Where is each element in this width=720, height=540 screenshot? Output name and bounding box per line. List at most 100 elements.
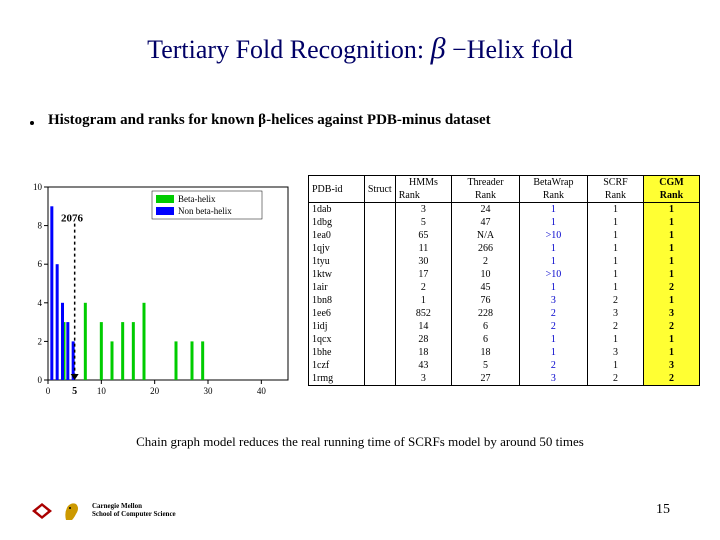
th-sub-4: Rank [519, 189, 587, 203]
cell: 2 [395, 281, 451, 294]
table-row: 1qcx286111 [309, 333, 700, 346]
cell: 1ee6 [309, 307, 365, 320]
table-row: 1czf435213 [309, 359, 700, 372]
footer-text: Carnegie Mellon School of Computer Scien… [92, 503, 176, 518]
cell: 3 [643, 307, 699, 320]
svg-text:2: 2 [38, 336, 43, 346]
table-row: 1bn8176321 [309, 294, 700, 307]
rank-table-wrap: PDB-idStructHMMsThreaderBetaWrapSCRFCGMR… [308, 175, 700, 405]
cell: 1 [587, 281, 643, 294]
cell: N/A [452, 229, 520, 242]
cell: >10 [519, 268, 587, 281]
th-3: Threader [452, 176, 520, 190]
th-sub-2: Rank [395, 189, 451, 203]
cell: 1 [587, 216, 643, 229]
svg-text:8: 8 [38, 221, 43, 231]
cell: 1 [587, 268, 643, 281]
th-4: BetaWrap [519, 176, 587, 190]
cell: 3 [519, 294, 587, 307]
cell: 1 [643, 346, 699, 359]
bullet-text: Histogram and ranks for known β-helices … [48, 112, 491, 129]
cell: 1air [309, 281, 365, 294]
title-beta: β [431, 32, 446, 65]
cell [364, 268, 395, 281]
cell: 1 [587, 333, 643, 346]
cell: 3 [643, 359, 699, 372]
cell: 1 [519, 255, 587, 268]
cell [364, 216, 395, 229]
cell: 2 [519, 307, 587, 320]
cell: 2 [643, 281, 699, 294]
cell: 2 [519, 359, 587, 372]
table-row: 1bhe1818131 [309, 346, 700, 359]
table-row: 1idj146222 [309, 320, 700, 333]
cell: 2 [519, 320, 587, 333]
cell: 45 [452, 281, 520, 294]
cell: 2 [587, 294, 643, 307]
cell: 3 [395, 203, 451, 217]
title-suffix: −Helix fold [446, 35, 573, 64]
cell: 1 [587, 203, 643, 217]
cell: 1 [643, 333, 699, 346]
th-sub-6: Rank [643, 189, 699, 203]
cell: 17 [395, 268, 451, 281]
cell: 30 [395, 255, 451, 268]
svg-text:2076: 2076 [61, 213, 84, 225]
svg-text:30: 30 [204, 386, 214, 396]
cell: 43 [395, 359, 451, 372]
cell: 1 [519, 281, 587, 294]
histogram-chart: 010203040024681020765Beta-helixNon beta-… [20, 175, 300, 405]
rank-table: PDB-idStructHMMsThreaderBetaWrapSCRFCGMR… [308, 175, 700, 386]
cell: 1 [519, 333, 587, 346]
cell: 14 [395, 320, 451, 333]
cell: 1 [519, 203, 587, 217]
page-number: 15 [656, 502, 670, 518]
lti-logo-icon [32, 503, 52, 519]
th-0: PDB-id [309, 176, 365, 203]
cell: 228 [452, 307, 520, 320]
footer-line2: School of Computer Science [92, 511, 176, 519]
th-sub-3: Rank [452, 189, 520, 203]
table-row: 1ktw1710>1011 [309, 268, 700, 281]
cell: 1 [519, 242, 587, 255]
cell: 2 [587, 372, 643, 386]
cell: 6 [452, 333, 520, 346]
cell: 1ktw [309, 268, 365, 281]
cell: 10 [452, 268, 520, 281]
cell: 24 [452, 203, 520, 217]
table-row: 1ee6852228233 [309, 307, 700, 320]
cell: 1 [643, 294, 699, 307]
cell: 2 [643, 320, 699, 333]
cell: 1 [519, 346, 587, 359]
cell: 1 [519, 216, 587, 229]
cell: 1 [643, 268, 699, 281]
cell: 1 [643, 203, 699, 217]
table-row: 1dab324111 [309, 203, 700, 217]
cell: 1bhe [309, 346, 365, 359]
cell [364, 372, 395, 386]
cell: 1 [643, 229, 699, 242]
cell: 1dab [309, 203, 365, 217]
cell [364, 307, 395, 320]
histogram-svg: 010203040024681020765Beta-helixNon beta-… [20, 175, 300, 405]
th-1: Struct [364, 176, 395, 203]
cell [364, 333, 395, 346]
cell: 18 [395, 346, 451, 359]
table-row: 1ea065N/A>1011 [309, 229, 700, 242]
cell: 1tyu [309, 255, 365, 268]
title-prefix: Tertiary Fold Recognition: [147, 35, 430, 64]
table-row: 1qjv11266111 [309, 242, 700, 255]
th-sub-5: Rank [587, 189, 643, 203]
cell: 1 [587, 255, 643, 268]
cell: 3 [395, 372, 451, 386]
cell: 1rmg [309, 372, 365, 386]
cell: 5 [452, 359, 520, 372]
svg-text:10: 10 [33, 182, 43, 192]
cell: 3 [587, 346, 643, 359]
cell: 3 [587, 307, 643, 320]
cell: 27 [452, 372, 520, 386]
cell: 28 [395, 333, 451, 346]
svg-text:Non beta-helix: Non beta-helix [178, 206, 232, 216]
svg-text:0: 0 [38, 375, 43, 385]
cell: 2 [587, 320, 643, 333]
